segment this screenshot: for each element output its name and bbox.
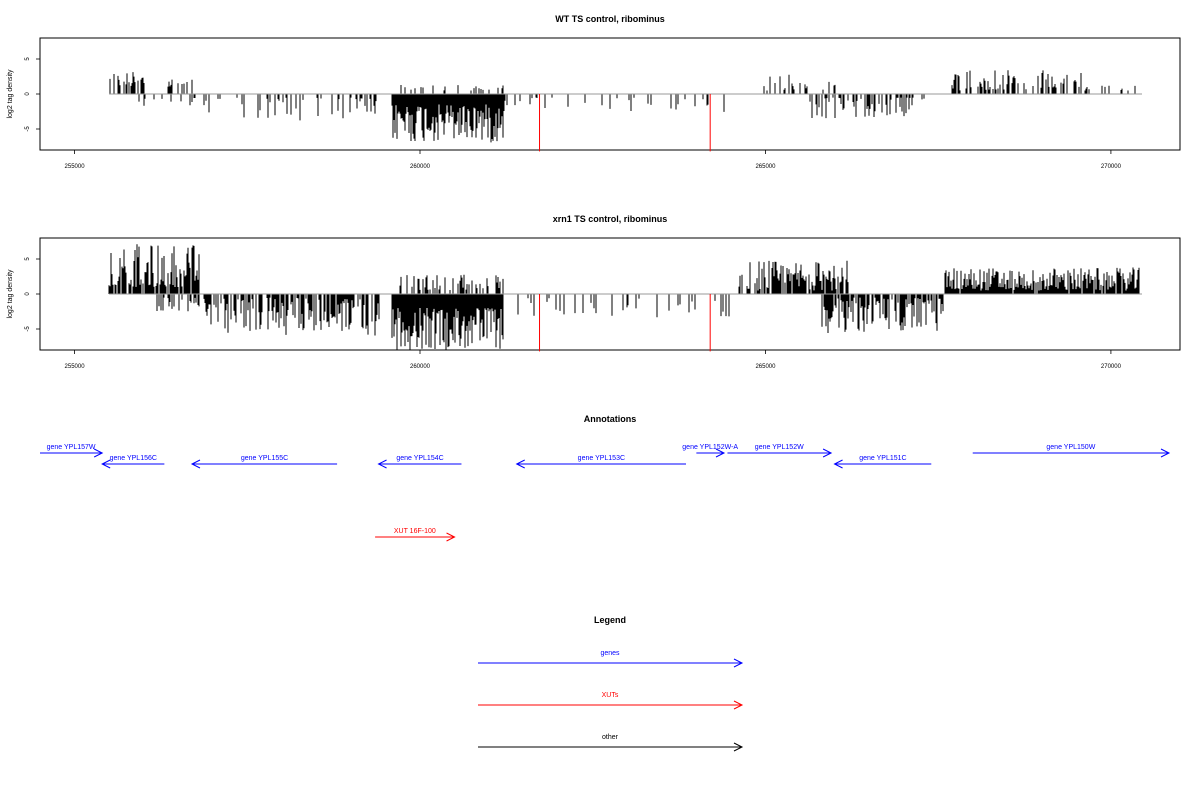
wt-x-tick-label: 255000 <box>65 164 86 170</box>
xrn1-y-tick-label: 0 <box>25 292 31 296</box>
gene-arrow <box>972 448 1171 458</box>
gene-label: gene YPL154C <box>396 455 443 462</box>
xut-annotations: XUT 16F-100 <box>375 528 456 542</box>
gene-label: gene YPL152W <box>755 444 804 451</box>
gene-arrow <box>40 448 104 458</box>
gene-arrow <box>190 459 338 469</box>
xrn1-track-panel: xrn1 TS control, ribominus log2 tag dens… <box>7 214 1181 370</box>
xrn1-x-tick-label: 260000 <box>410 364 431 370</box>
gene-label: gene YPL153C <box>578 455 625 462</box>
gene-arrow-head <box>1160 448 1171 458</box>
legend-arrow-other-head <box>733 742 744 752</box>
legend: Legend genes XUTs other <box>478 615 744 752</box>
gene-label: gene YPL155C <box>241 455 288 462</box>
gene-arrow <box>727 448 833 458</box>
legend-title: Legend <box>594 615 626 625</box>
legend-arrow-xuts <box>478 700 744 710</box>
gene-arrow-head <box>822 448 833 458</box>
xrn1-track-title: xrn1 TS control, ribominus <box>553 214 668 224</box>
gene-arrow-head <box>101 459 111 469</box>
xrn1-x-tick-label: 255000 <box>65 364 86 370</box>
xut-arrow <box>375 532 456 542</box>
gene-arrow-head <box>833 459 843 469</box>
xrn1-axis-ticks: 255000 260000 265000 270000 -5 0 5 <box>25 257 1122 370</box>
xrn1-density-bars <box>108 244 1140 350</box>
gene-label: gene YPL152W-A <box>682 444 738 451</box>
gene-arrow-head <box>715 448 726 458</box>
wt-y-axis-label: log2 tag density <box>7 69 14 119</box>
legend-arrow-other <box>478 742 744 752</box>
wt-track-title: WT TS control, ribominus <box>555 14 665 24</box>
gene-label: gene YPL156C <box>110 455 157 462</box>
wt-x-tick-label: 265000 <box>755 164 776 170</box>
wt-y-tick-label: -5 <box>25 126 31 132</box>
wt-red-markers <box>539 94 711 152</box>
gene-arrow-head <box>93 448 104 458</box>
wt-track-panel: WT TS control, ribominus log2 tag densit… <box>7 14 1181 170</box>
xut-label: XUT 16F-100 <box>394 528 436 535</box>
wt-y-tick-label: 0 <box>25 92 31 96</box>
gene-label: gene YPL150W <box>1046 444 1095 451</box>
legend-label-other: other <box>602 734 619 741</box>
gene-arrow <box>833 459 932 469</box>
wt-x-tick-label: 270000 <box>1101 164 1122 170</box>
gene-annotations: gene YPL157W gene YPL156C gene YPL155C gene… <box>40 444 1171 469</box>
xrn1-x-tick-label: 270000 <box>1101 364 1122 370</box>
gene-arrow <box>696 448 726 458</box>
legend-label-genes: genes <box>600 650 620 657</box>
gene-arrow <box>515 459 686 469</box>
annotations-title: Annotations <box>584 414 637 424</box>
wt-axis-ticks: 255000 260000 265000 270000 -5 0 5 <box>25 57 1122 170</box>
gene-arrow <box>377 459 462 469</box>
legend-entries: genes XUTs other <box>478 650 744 752</box>
gene-label: gene YPL151C <box>859 455 906 462</box>
wt-density-bars <box>109 70 1136 143</box>
xut-arrow-head <box>446 532 456 542</box>
legend-arrow-xuts-head <box>733 700 744 710</box>
legend-label-xuts: XUTs <box>602 692 619 699</box>
gene-arrow-head <box>377 459 387 469</box>
xrn1-y-axis-label: log2 tag density <box>7 269 14 319</box>
xrn1-y-tick-label: -5 <box>25 326 31 332</box>
gene-arrow-head <box>515 459 525 469</box>
wt-y-tick-label: 5 <box>25 57 31 61</box>
gene-arrow-head <box>190 459 201 469</box>
xrn1-x-tick-label: 265000 <box>755 364 776 370</box>
xrn1-red-markers <box>539 294 711 352</box>
wt-x-tick-label: 260000 <box>410 164 431 170</box>
legend-arrow-genes-head <box>733 658 744 668</box>
legend-arrow-genes <box>478 658 744 668</box>
xrn1-y-tick-label: 5 <box>25 257 31 261</box>
gene-label: gene YPL157W <box>47 444 96 451</box>
gene-arrow <box>101 459 165 469</box>
